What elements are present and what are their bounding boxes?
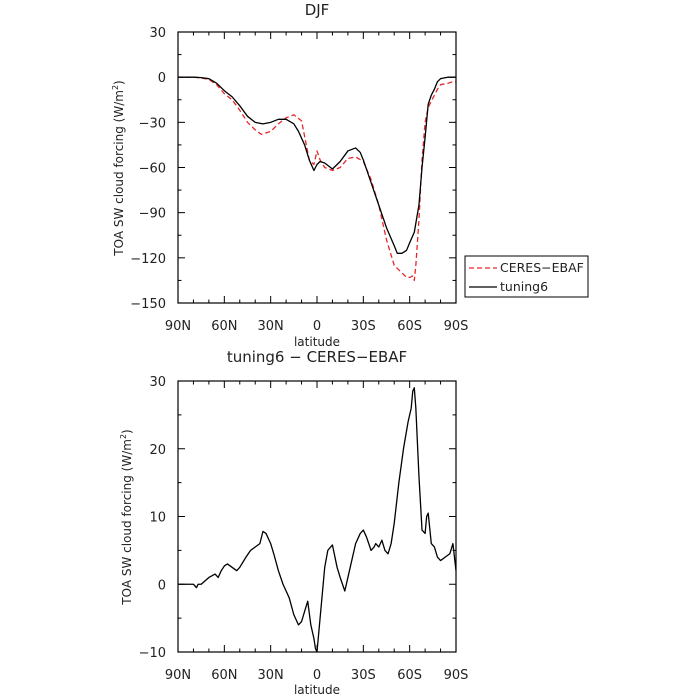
top-chart-legend: CERES−EBAF tuning6 xyxy=(464,255,589,298)
bottom-chart-x-tick-label: 0 xyxy=(313,668,321,683)
top-chart-y-tick-label: −90 xyxy=(139,207,166,222)
top-chart-series-line-2 xyxy=(178,76,456,254)
top-chart-plot-frame xyxy=(177,31,457,304)
legend-label-ceres: CERES−EBAF xyxy=(500,260,584,275)
top-chart-y-axis-label: TOA SW cloud forcing (W/m2) xyxy=(111,80,126,256)
top-chart-y-tick-label: −150 xyxy=(130,297,166,312)
bottom-chart-panel: tuning6 − CERES−EBAF 90N 60N 30N 0 30S 60S 90S… xyxy=(119,348,468,697)
top-chart-series xyxy=(178,76,456,282)
top-chart-title: DJF xyxy=(305,1,330,19)
bottom-chart-y-tick-label: 30 xyxy=(149,375,166,390)
legend-label-tuning6: tuning6 xyxy=(500,279,548,294)
top-chart-y-tick-label: −120 xyxy=(130,252,166,267)
bottom-chart-y-tick-label: 10 xyxy=(149,511,166,526)
bottom-chart-x-tick-label: 60N xyxy=(211,668,237,683)
bottom-chart-x-axis-label: latitude xyxy=(294,683,340,697)
top-chart-x-tick-label: 0 xyxy=(313,319,321,334)
bottom-chart-ticks: 90N 60N 30N 0 30S 60S 90S 30 20 10 0 −10 xyxy=(139,375,469,683)
bottom-chart-series xyxy=(178,387,457,653)
top-chart-series-line-1 xyxy=(178,76,456,282)
top-chart-x-tick-label: 60S xyxy=(397,319,422,334)
top-chart-panel: DJF 90N 60N 30N 0 30S 60S 90S 30 0 −30 −60 −90 −120 −… xyxy=(111,1,589,349)
bottom-chart-x-tick-label: 30S xyxy=(351,668,376,683)
top-chart-x-axis-label: latitude xyxy=(294,335,340,349)
legend-box xyxy=(464,255,589,298)
top-chart-x-tick-label: 60N xyxy=(211,319,237,334)
bottom-chart-x-tick-label: 90S xyxy=(444,668,469,683)
bottom-chart-x-tick-label: 90N xyxy=(165,668,191,683)
top-chart-y-tick-label: −30 xyxy=(139,116,166,131)
top-chart-x-tick-label: 90N xyxy=(165,319,191,334)
top-chart-ticks: 90N 60N 30N 0 30S 60S 90S 30 0 −30 −60 −90 −120 −150 xyxy=(130,26,468,334)
bottom-chart-x-tick-label: 30N xyxy=(258,668,284,683)
bottom-chart-y-tick-label: −10 xyxy=(139,646,166,661)
top-chart-x-tick-label: 30S xyxy=(351,319,376,334)
bottom-chart-title: tuning6 − CERES−EBAF xyxy=(227,348,407,366)
bottom-chart-y-tick-label: 0 xyxy=(158,578,166,593)
top-chart-y-tick-label: −60 xyxy=(139,162,166,177)
bottom-chart-y-tick-label: 20 xyxy=(149,443,166,458)
bottom-chart-plot-frame xyxy=(177,380,457,653)
bottom-chart-series-line-1 xyxy=(178,387,457,653)
bottom-chart-y-axis-label: TOA SW cloud forcing (W/m2) xyxy=(119,429,134,605)
bottom-chart-x-tick-label: 60S xyxy=(397,668,422,683)
top-chart-y-tick-label: 0 xyxy=(158,71,166,86)
top-chart-x-tick-label: 30N xyxy=(258,319,284,334)
top-chart-x-tick-label: 90S xyxy=(444,319,469,334)
top-chart-y-tick-label: 30 xyxy=(149,26,166,41)
